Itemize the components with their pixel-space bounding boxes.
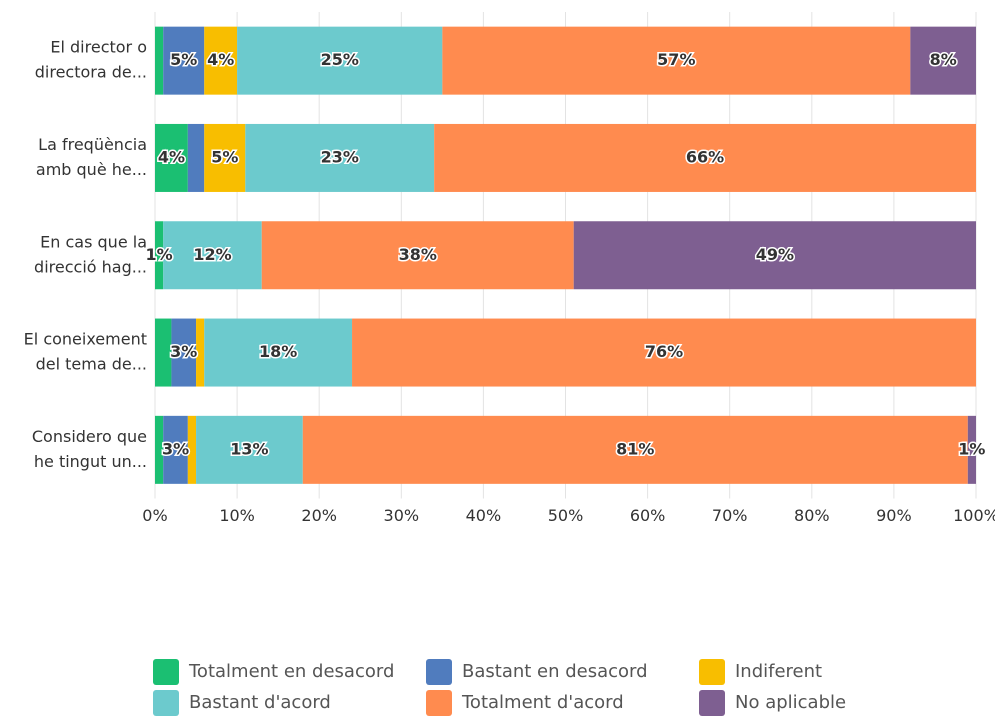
y-tick-label: directora de... — [35, 63, 147, 82]
x-tick-label: 80% — [794, 506, 830, 525]
bar-segment — [155, 123, 188, 192]
x-tick-label: 50% — [548, 506, 584, 525]
bar-segment — [434, 123, 976, 192]
value-label: 12% — [193, 245, 231, 264]
bar-segment — [171, 318, 197, 387]
y-tick-label: amb què he... — [36, 160, 147, 179]
legend-swatch — [153, 690, 179, 716]
value-label: 4% — [207, 50, 234, 69]
legend-swatch — [699, 659, 725, 685]
value-label: 4% — [158, 147, 185, 166]
value-label: 3% — [170, 342, 197, 361]
bar-segment — [187, 123, 205, 192]
legend-label: Totalment en desacord — [188, 661, 394, 682]
x-tick-label: 60% — [630, 506, 666, 525]
value-label: 5% — [211, 147, 238, 166]
bar-segment — [196, 318, 205, 387]
legend-swatch — [426, 659, 452, 685]
y-tick-label: El coneixement — [24, 330, 147, 349]
value-label: 66% — [686, 147, 724, 166]
bar-segment — [967, 415, 976, 484]
bar-segment — [261, 221, 574, 290]
y-tick-label: direcció hag... — [34, 257, 147, 276]
bar-segment — [155, 26, 164, 95]
x-tick-label: 30% — [384, 506, 420, 525]
bar-segment — [442, 26, 911, 95]
legend-swatch — [153, 659, 179, 685]
y-tick-label: he tingut un... — [34, 452, 147, 471]
x-tick-label: 90% — [876, 506, 912, 525]
legend-label: No aplicable — [735, 692, 846, 713]
y-tick-label: En cas que la — [40, 232, 147, 251]
bar-segment — [204, 123, 246, 192]
legend-swatch — [426, 690, 452, 716]
value-label: 1% — [146, 245, 173, 264]
x-tick-label: 40% — [466, 506, 502, 525]
value-label: 13% — [230, 439, 268, 458]
bar-segment — [237, 26, 443, 95]
legend-label: Totalment d'acord — [461, 692, 624, 713]
value-label: 23% — [321, 147, 359, 166]
bar-segment — [196, 415, 303, 484]
x-tick-label: 20% — [301, 506, 337, 525]
legend-label: Bastant en desacord — [462, 661, 648, 682]
y-tick-label: del tema de... — [36, 355, 147, 374]
bar-segment — [204, 318, 353, 387]
value-label: 8% — [930, 50, 957, 69]
bar-segment — [155, 318, 172, 387]
value-label: 25% — [321, 50, 359, 69]
bar-segment — [155, 415, 164, 484]
y-tick-label: La freqüència — [38, 135, 147, 154]
x-tick-label: 70% — [712, 506, 748, 525]
y-tick-label: El director o — [50, 38, 147, 57]
value-label: 57% — [657, 50, 695, 69]
bar-segment — [573, 221, 976, 290]
bar-segment — [187, 415, 197, 484]
value-label: 81% — [616, 439, 654, 458]
bar-segment — [352, 318, 976, 387]
value-label: 1% — [958, 439, 985, 458]
x-tick-label: 100% — [953, 506, 995, 525]
x-tick-label: 0% — [142, 506, 167, 525]
bar-segment — [245, 123, 435, 192]
value-label: 3% — [162, 439, 189, 458]
value-label: 76% — [645, 342, 683, 361]
legend-swatch — [699, 690, 725, 716]
value-label: 38% — [399, 245, 437, 264]
bar-segment — [163, 26, 205, 95]
bar-segment — [302, 415, 968, 484]
bar-segment — [163, 221, 262, 290]
x-tick-label: 10% — [219, 506, 255, 525]
bar-segment — [910, 26, 976, 95]
legend-label: Indiferent — [735, 661, 822, 682]
value-label: 18% — [259, 342, 297, 361]
bar-segment — [204, 26, 238, 95]
y-tick-label: Considero que — [32, 427, 147, 446]
value-label: 5% — [170, 50, 197, 69]
bar-segment — [155, 221, 164, 290]
bar-segment — [163, 415, 188, 484]
value-label: 49% — [756, 245, 794, 264]
legend-label: Bastant d'acord — [189, 692, 331, 713]
